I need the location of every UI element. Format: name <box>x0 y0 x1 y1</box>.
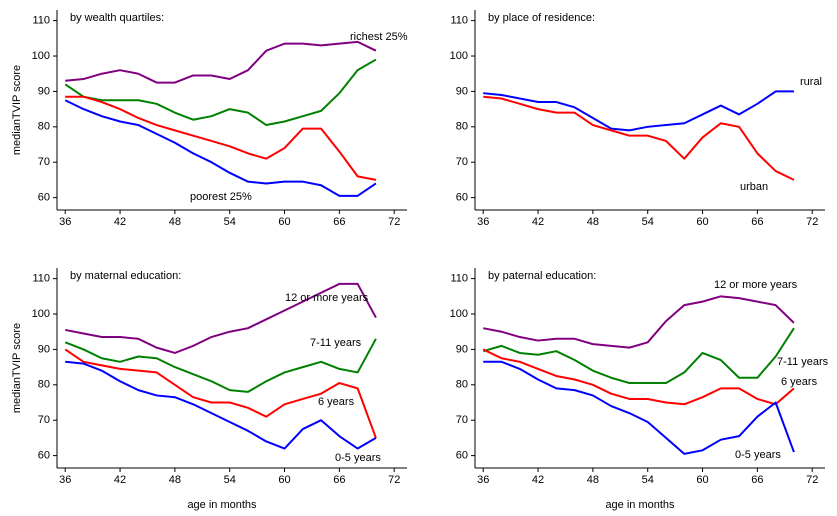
series-line <box>483 95 795 181</box>
y-tick-label: 90 <box>456 343 468 355</box>
series-label: 0-5 years <box>335 452 381 464</box>
x-tick-label: 48 <box>169 474 181 486</box>
series-line <box>65 360 377 450</box>
series-label: 6 years <box>318 396 355 408</box>
x-tick-label: 36 <box>59 216 71 228</box>
x-tick-label: 42 <box>532 474 544 486</box>
series-label: poorest 25% <box>190 191 252 203</box>
series-label: 7-11 years <box>777 356 829 368</box>
y-axis-label: medianTVIP score <box>11 65 23 155</box>
y-tick-label: 110 <box>450 15 468 27</box>
series-line <box>64 58 377 127</box>
y-tick-label: 100 <box>32 50 50 62</box>
x-tick-label: 66 <box>751 474 763 486</box>
y-tick-label: 80 <box>38 379 50 391</box>
series-line <box>483 360 795 455</box>
x-tick-label: 54 <box>224 216 236 228</box>
y-tick-label: 90 <box>456 85 468 97</box>
x-tick-label: 66 <box>333 216 345 228</box>
panel-title: by wealth quartiles: <box>70 12 164 24</box>
y-tick-label: 70 <box>38 414 50 426</box>
x-tick-label: 42 <box>114 474 126 486</box>
x-tick-label: 60 <box>696 474 708 486</box>
x-axis-label: age in months <box>187 499 257 511</box>
series-line <box>482 327 795 385</box>
y-tick-label: 110 <box>32 273 50 285</box>
x-tick-label: 54 <box>224 474 236 486</box>
x-tick-label: 54 <box>642 474 654 486</box>
panel-title: by maternal education: <box>70 270 181 282</box>
series-line <box>64 338 377 393</box>
x-tick-label: 66 <box>333 474 345 486</box>
series-line <box>65 282 377 354</box>
x-tick-label: 48 <box>587 474 599 486</box>
x-tick-label: 36 <box>477 216 489 228</box>
x-tick-label: 54 <box>642 216 654 228</box>
series-line <box>65 40 377 84</box>
x-tick-label: 48 <box>587 216 599 228</box>
x-tick-label: 72 <box>806 474 818 486</box>
series-label: 7-11 years <box>310 337 362 349</box>
y-tick-label: 70 <box>456 414 468 426</box>
series-label: urban <box>740 181 768 193</box>
y-tick-label: 90 <box>38 85 50 97</box>
y-tick-label: 80 <box>456 121 468 133</box>
x-tick-label: 42 <box>114 216 126 228</box>
series-line <box>65 95 377 181</box>
series-label: richest 25% <box>350 31 408 43</box>
y-tick-label: 110 <box>32 15 50 27</box>
y-tick-label: 100 <box>32 308 50 320</box>
y-tick-label: 100 <box>450 50 468 62</box>
series-label: 12 or more years <box>285 292 369 304</box>
y-tick-label: 60 <box>456 450 468 462</box>
x-tick-label: 36 <box>477 474 489 486</box>
series-label: rural <box>800 76 822 88</box>
x-tick-label: 48 <box>169 216 181 228</box>
series-line <box>64 348 377 439</box>
series-line <box>64 99 377 197</box>
series-label: 6 years <box>781 376 818 388</box>
x-tick-label: 72 <box>806 216 818 228</box>
y-tick-label: 80 <box>38 121 50 133</box>
y-tick-label: 60 <box>38 192 50 204</box>
y-axis-label: medianTVIP score <box>11 323 23 413</box>
series-line <box>483 295 795 349</box>
panel-title: by place of residence: <box>488 12 595 24</box>
y-tick-label: 100 <box>450 308 468 320</box>
y-tick-label: 70 <box>456 156 468 168</box>
x-tick-label: 60 <box>696 216 708 228</box>
x-tick-label: 36 <box>59 474 71 486</box>
series-label: 0-5 years <box>735 449 781 461</box>
series-line <box>482 348 795 406</box>
series-label: 12 or more years <box>714 279 798 291</box>
y-tick-label: 70 <box>38 156 50 168</box>
x-axis-label: age in months <box>605 499 675 511</box>
x-tick-label: 60 <box>278 216 290 228</box>
panel-title: by paternal education: <box>488 270 596 282</box>
y-tick-label: 110 <box>450 273 468 285</box>
y-tick-label: 90 <box>38 343 50 355</box>
series-line <box>483 90 794 132</box>
x-tick-label: 60 <box>278 474 290 486</box>
y-tick-label: 60 <box>38 450 50 462</box>
x-tick-label: 42 <box>532 216 544 228</box>
x-tick-label: 66 <box>751 216 763 228</box>
y-tick-label: 60 <box>456 192 468 204</box>
x-tick-label: 72 <box>388 474 400 486</box>
y-tick-label: 80 <box>456 379 468 391</box>
x-tick-label: 72 <box>388 216 400 228</box>
